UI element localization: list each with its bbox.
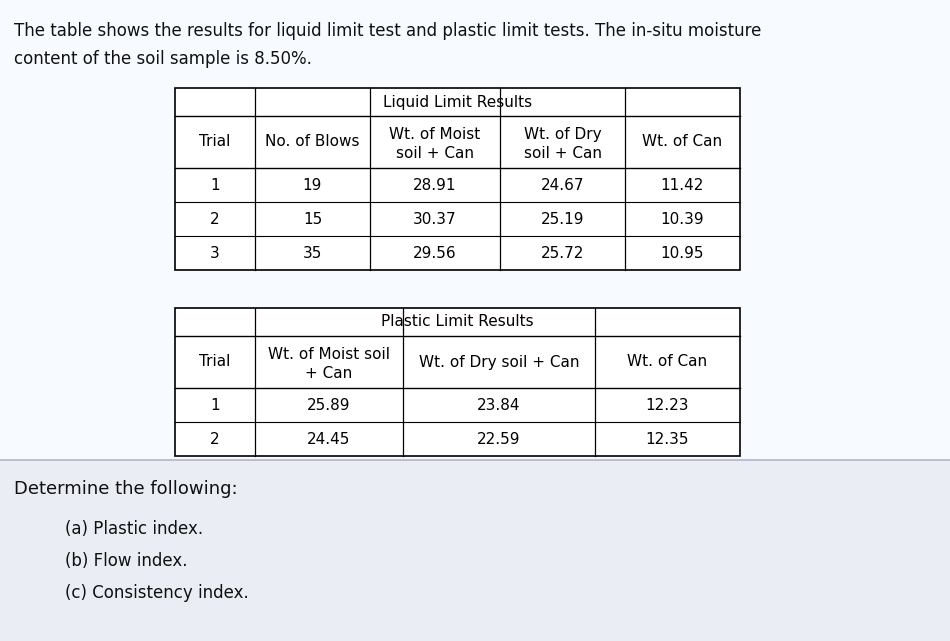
Bar bbox=[175, 308, 740, 456]
Text: Wt. of Dry: Wt. of Dry bbox=[523, 127, 601, 142]
Text: (c) Consistency index.: (c) Consistency index. bbox=[65, 584, 249, 602]
Text: Wt. of Dry soil + Can: Wt. of Dry soil + Can bbox=[419, 354, 580, 369]
Text: 25.19: 25.19 bbox=[541, 212, 584, 226]
Text: soil + Can: soil + Can bbox=[396, 146, 474, 161]
Text: 2: 2 bbox=[210, 431, 219, 447]
Text: 22.59: 22.59 bbox=[477, 431, 521, 447]
Text: Determine the following:: Determine the following: bbox=[14, 480, 238, 498]
Text: 30.37: 30.37 bbox=[413, 212, 457, 226]
Text: 11.42: 11.42 bbox=[661, 178, 704, 192]
Text: 23.84: 23.84 bbox=[477, 397, 521, 413]
Text: 24.67: 24.67 bbox=[541, 178, 584, 192]
Text: + Can: + Can bbox=[305, 366, 352, 381]
Text: Wt. of Can: Wt. of Can bbox=[627, 354, 708, 369]
Text: 12.35: 12.35 bbox=[646, 431, 690, 447]
Text: Wt. of Can: Wt. of Can bbox=[642, 135, 723, 149]
Text: 2: 2 bbox=[210, 212, 219, 226]
Text: (a) Plastic index.: (a) Plastic index. bbox=[65, 520, 203, 538]
Text: 1: 1 bbox=[210, 178, 219, 192]
Text: 25.89: 25.89 bbox=[307, 397, 351, 413]
Text: content of the soil sample is 8.50%.: content of the soil sample is 8.50%. bbox=[14, 50, 312, 68]
Text: Trial: Trial bbox=[200, 354, 231, 369]
Text: soil + Can: soil + Can bbox=[523, 146, 601, 161]
Text: 1: 1 bbox=[210, 397, 219, 413]
Text: 24.45: 24.45 bbox=[307, 431, 351, 447]
Text: (b) Flow index.: (b) Flow index. bbox=[65, 552, 187, 570]
Text: 29.56: 29.56 bbox=[413, 246, 457, 260]
Text: 15: 15 bbox=[303, 212, 322, 226]
Text: Trial: Trial bbox=[200, 135, 231, 149]
Text: No. of Blows: No. of Blows bbox=[265, 135, 360, 149]
Text: Plastic Limit Results: Plastic Limit Results bbox=[381, 315, 534, 329]
Text: 28.91: 28.91 bbox=[413, 178, 457, 192]
Bar bbox=[175, 88, 740, 270]
Text: 12.23: 12.23 bbox=[646, 397, 690, 413]
Text: Liquid Limit Results: Liquid Limit Results bbox=[383, 94, 532, 110]
Text: Wt. of Moist: Wt. of Moist bbox=[390, 127, 481, 142]
Text: Wt. of Moist soil: Wt. of Moist soil bbox=[268, 347, 390, 362]
Text: 10.95: 10.95 bbox=[661, 246, 704, 260]
Text: 10.39: 10.39 bbox=[660, 212, 704, 226]
Text: 35: 35 bbox=[303, 246, 322, 260]
Text: 19: 19 bbox=[303, 178, 322, 192]
Text: 3: 3 bbox=[210, 246, 219, 260]
Bar bbox=[0, 460, 950, 641]
Text: The table shows the results for liquid limit test and plastic limit tests. The i: The table shows the results for liquid l… bbox=[14, 22, 761, 40]
Bar bbox=[0, 0, 950, 460]
Text: 25.72: 25.72 bbox=[541, 246, 584, 260]
